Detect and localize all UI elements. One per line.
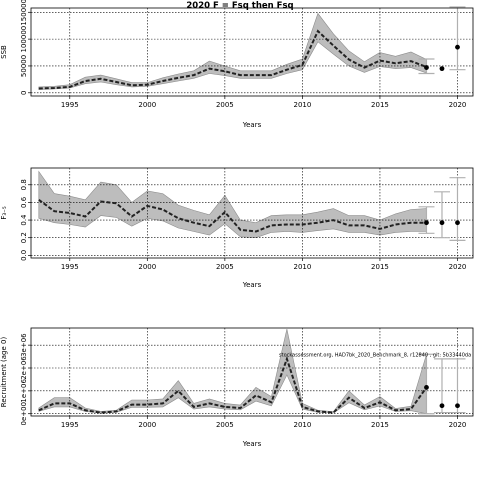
recruitment-xtick-label-2005: 2005 [216, 421, 234, 429]
fbar-xtick-label-2020: 2020 [449, 263, 467, 271]
fbar-ytick-label-2: 0.4 [20, 214, 28, 226]
ssb-confidence-band [38, 12, 427, 90]
fbar-estimate-line [38, 198, 427, 233]
fbar-ytick-label-4: 0.8 [20, 179, 28, 190]
fbar-xtick-label-1995: 1995 [61, 263, 79, 271]
ssb-forecast-point-2020 [455, 44, 460, 50]
fbar-panel: 1995 2000 2005 2010 2015 2020 0.0 0.2 0.4 0.6 0.8 Y… [0, 167, 474, 289]
fbar-xtick-label-2015: 2015 [371, 263, 389, 271]
fbar-forecast-point-2019 [439, 220, 445, 226]
recruitment-ytick-label-2: 2e+06 [20, 356, 28, 380]
ssb-xaxis-title: Years [242, 121, 262, 129]
ssb-forecast-point-2018 [424, 65, 429, 70]
recruitment-forecast-point-2019 [439, 403, 445, 409]
recruitment-confidence-band [38, 329, 427, 415]
ssb-ytick-label-1: 50000 [20, 55, 28, 77]
ssb-ytick-label-2: 100000 [20, 26, 28, 53]
recruitment-xtick-label-2000: 2000 [138, 421, 156, 429]
recruitment-plot-frame [30, 327, 474, 417]
ssb-yaxis-title: SSB [0, 45, 8, 59]
fbar-ytick-label-3: 0.6 [20, 196, 28, 208]
recruitment-panel: 1995 2000 2005 2010 2015 2020 0e+001e+062e+063… [0, 327, 474, 448]
recruitment-forecast-point-2018 [424, 385, 429, 390]
fbar-xtick-label-2010: 2010 [293, 263, 311, 271]
ssb-forecast-point-2019 [439, 66, 445, 72]
fbar-ytick-label-1: 0.2 [20, 232, 28, 243]
recruitment-ytick-label-3: 3e+06 [20, 333, 28, 357]
ssb-xtick-label-1995: 1995 [61, 101, 79, 109]
fbar-plot-frame [30, 167, 474, 259]
watermark-text: stockassessment.org, HAD7bk_2020_Benchma… [279, 353, 471, 359]
fbar-xaxis-title: Years [242, 281, 262, 289]
ssb-plot-frame [30, 7, 474, 97]
fbar-xtick-label-2005: 2005 [216, 263, 234, 271]
ssb-xtick-label-2010: 2010 [293, 101, 311, 109]
ssb-ytick-label-0: 0 [20, 91, 28, 95]
ssb-estimate-line [38, 29, 427, 90]
recruitment-xaxis-title: Years [242, 440, 262, 448]
fbar-yaxis-title: F₃₋₅ [0, 206, 8, 220]
fbar-forecast-point-2020 [455, 220, 460, 226]
ssb-panel: 1995 2000 2005 2010 2015 2020 0 50000 1000001500… [0, 0, 474, 129]
recruitment-xtick-label-2015: 2015 [371, 421, 389, 429]
chart-title: 2020 F = Fsq then Fsq [186, 1, 293, 11]
fbar-forecast-point-2018 [424, 220, 429, 226]
ssb-ytick-label-3: 150000 [20, 0, 28, 26]
ssb-xtick-label-2015: 2015 [371, 101, 389, 109]
recruitment-ytick-label-0: 0e+00 [20, 402, 28, 426]
recruitment-estimate-line [38, 355, 428, 414]
ssb-xtick-label-2020: 2020 [449, 101, 467, 109]
recruitment-yaxis-title: Recruitment (age 0) [0, 337, 8, 408]
recruitment-ytick-label-1: 1e+06 [20, 379, 28, 403]
ssb-xtick-label-2005: 2005 [216, 101, 234, 109]
fbar-ytick-label-0: 0.0 [20, 250, 28, 261]
recruitment-xtick-label-1995: 1995 [61, 421, 79, 429]
ssb-xtick-label-2000: 2000 [138, 101, 156, 109]
fbar-xtick-label-2000: 2000 [138, 263, 156, 271]
recruitment-xtick-label-2010: 2010 [293, 421, 311, 429]
recruitment-xtick-label-2020: 2020 [449, 421, 467, 429]
recruitment-forecast-point-2020 [455, 403, 460, 409]
